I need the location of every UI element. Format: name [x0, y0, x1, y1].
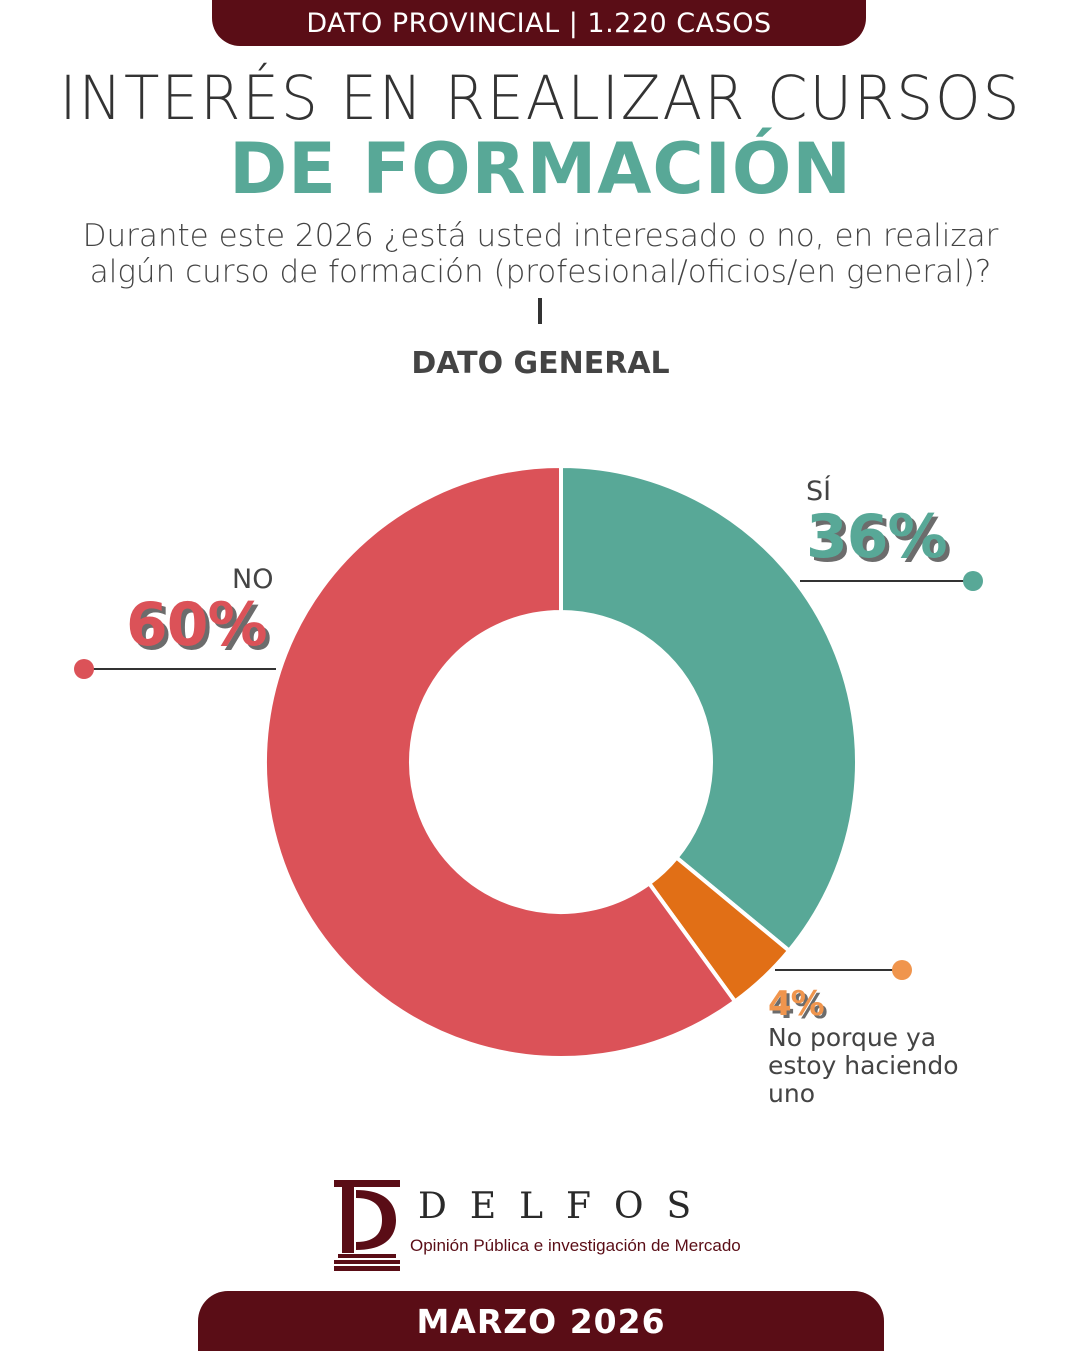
vertical-divider: [538, 298, 542, 324]
title-line-1: INTERÉS EN REALIZAR CURSOS: [59, 62, 1022, 134]
no-slice: [263, 463, 738, 1060]
si-leader-dot: [963, 571, 983, 591]
no-slice-label: NO: [232, 564, 274, 595]
cases-banner-text: DATO PROVINCIAL | 1.220 CASOS: [306, 7, 772, 39]
date-text: MARZO 2026: [416, 1301, 666, 1341]
top-banner: DATO PROVINCIAL | 1.220 CASOS: [212, 0, 866, 46]
donut-chart: [74, 463, 983, 1060]
brand-tagline: Opinión Pública e investigación de Merca…: [410, 1236, 741, 1255]
survey-question: Durante este 2026 ¿está usted interesado…: [82, 218, 999, 290]
already-studying-slice-label: No porque ya estoy haciendo uno: [768, 1023, 959, 1108]
title-line-2: DE FORMACIÓN: [229, 128, 852, 210]
already-studying-slice-value: 4%: [768, 984, 825, 1024]
delfos-d-logo-icon: [334, 1180, 400, 1271]
no-slice-value: 60%: [126, 590, 268, 660]
si-slice: [559, 463, 859, 954]
brand-name: DELFOS: [418, 1186, 715, 1227]
np-leader-dot: [892, 960, 912, 980]
bottom-banner: MARZO 2026: [198, 1291, 884, 1351]
donut-slices: [263, 463, 859, 1060]
no-leader-dot: [74, 659, 94, 679]
section-label: DATO GENERAL: [411, 346, 670, 381]
si-slice-label: SÍ: [806, 476, 832, 507]
si-slice-value: 36%: [806, 502, 948, 572]
delfos-logo: DELFOS Opinión Pública e investigación d…: [334, 1180, 764, 1272]
